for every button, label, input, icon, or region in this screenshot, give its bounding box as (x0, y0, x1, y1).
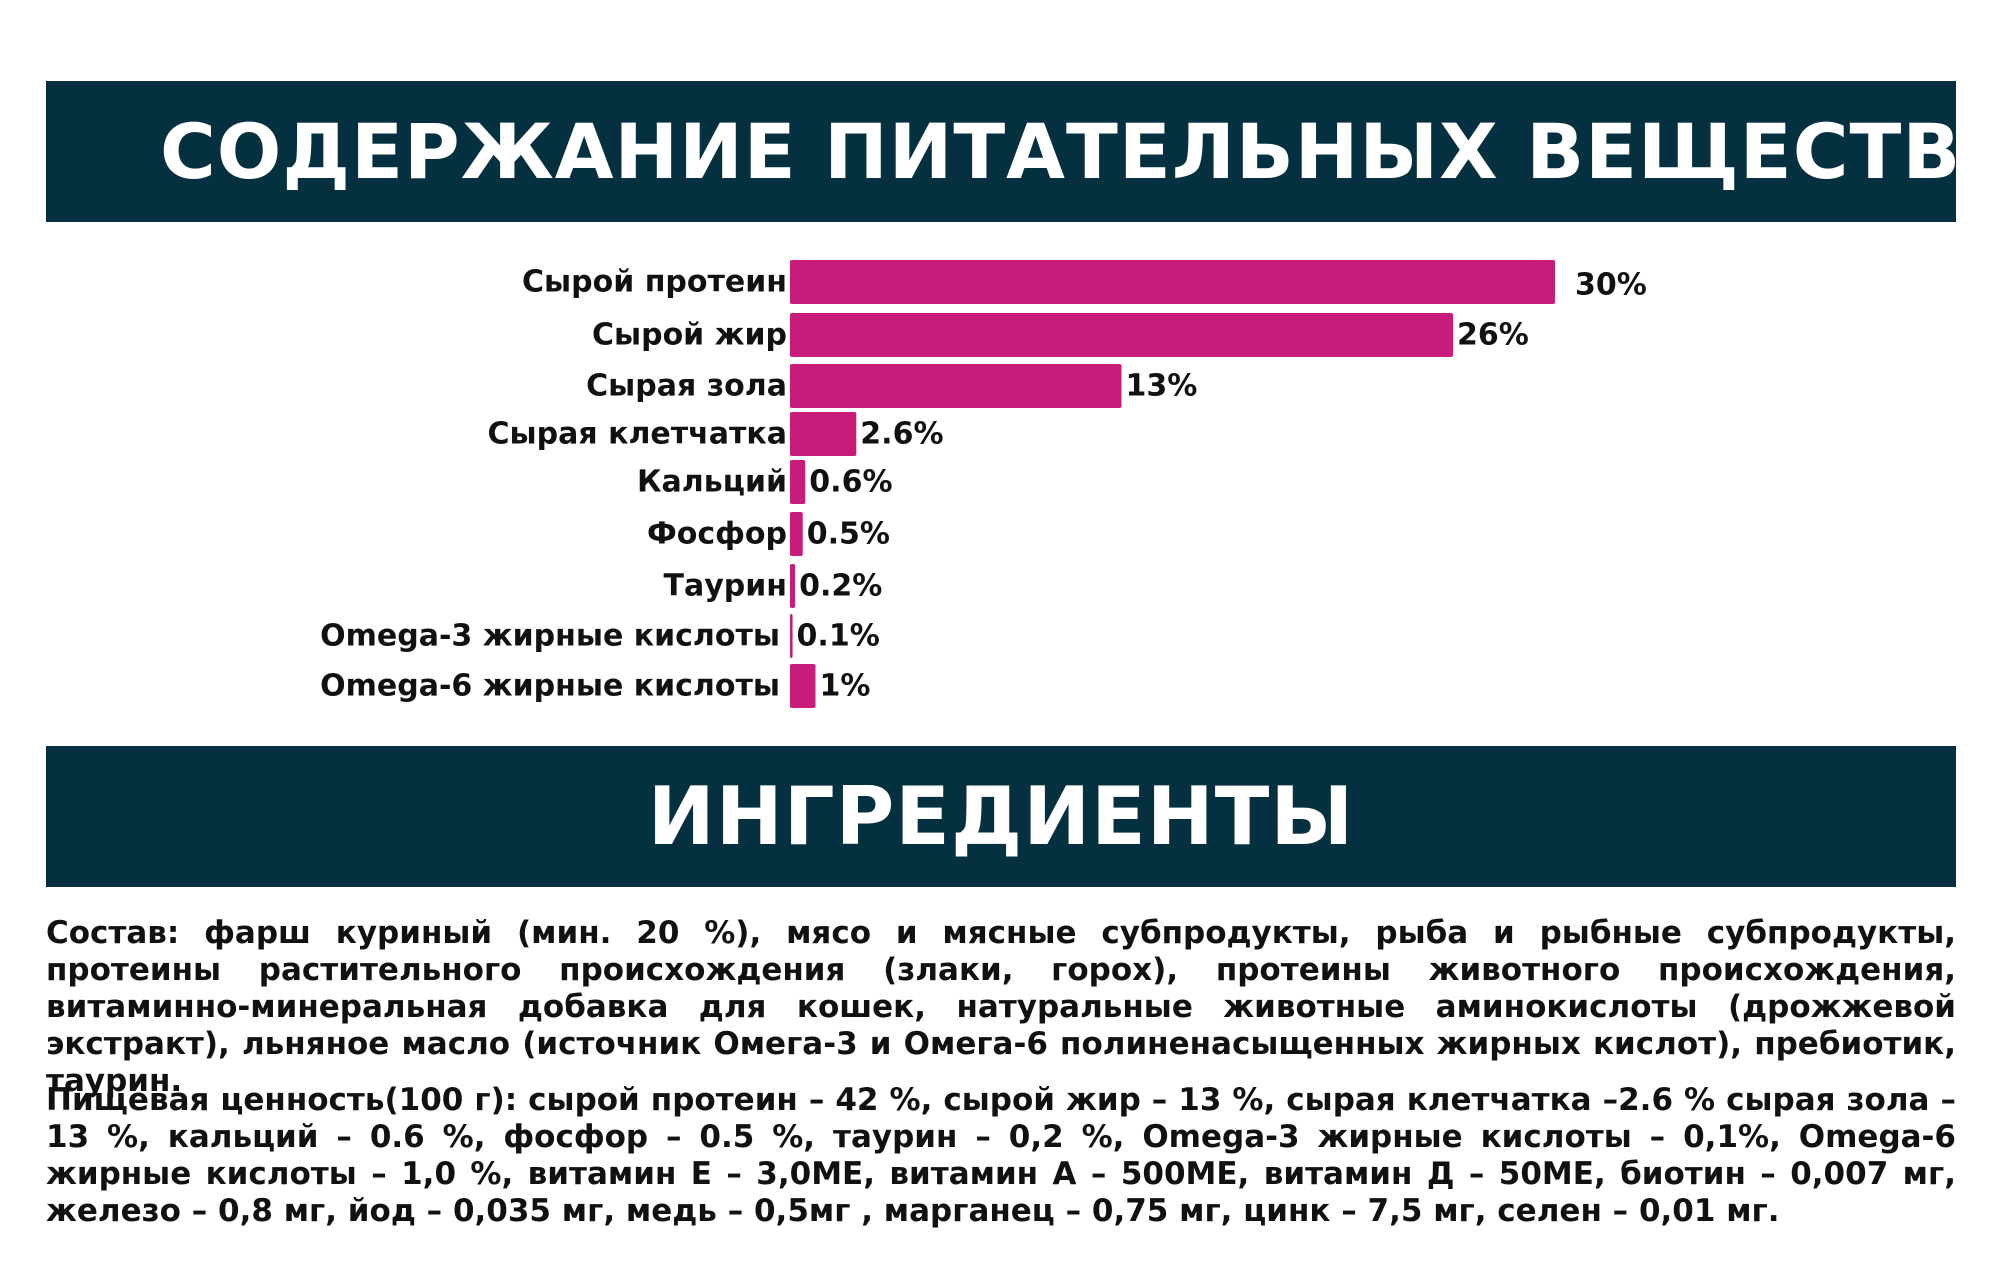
bar-фосфор (790, 512, 803, 556)
value-label: 0.2% (799, 569, 882, 604)
category-label: Таурин (664, 569, 788, 604)
bar-сырая-клетчатка (790, 412, 857, 456)
category-label: Сырая зола (586, 369, 787, 404)
category-label: Кальций (637, 465, 787, 500)
category-label: Сырая клетчатка (488, 417, 787, 452)
value-label: 2.6% (860, 417, 943, 452)
bar-omega-3-жирные-кислоты (790, 614, 793, 658)
value-label: 26% (1457, 318, 1529, 353)
category-label: Фосфор (647, 517, 787, 552)
category-label: Omega-6 жирные кислоты (320, 669, 780, 704)
bar-сырая-зола (790, 364, 1122, 408)
value-label: 0.6% (809, 465, 892, 500)
value-label: 0.5% (807, 517, 890, 552)
value-label: 1% (820, 669, 871, 704)
composition-text: Состав: фарш куриный (мин. 20 %), мясо и… (46, 915, 1956, 1099)
bar-omega-6-жирные-кислоты (790, 664, 816, 708)
value-label: 30% (1575, 268, 1647, 303)
bar-сырой-протеин (790, 260, 1555, 304)
category-label: Сырой протеин (522, 265, 787, 300)
category-label: Omega-3 жирные кислоты (320, 619, 780, 654)
bar-кальций (790, 460, 806, 504)
bar-сырой-жир (790, 313, 1453, 357)
value-label: 0.1% (797, 619, 880, 654)
nutrients-title: СОДЕРЖАНИЕ ПИТАТЕЛЬНЫХ ВЕЩЕСТВ (160, 107, 1962, 196)
nutrients-header: СОДЕРЖАНИЕ ПИТАТЕЛЬНЫХ ВЕЩЕСТВ (46, 81, 1960, 222)
ingredients-header: ИНГРЕДИЕНТЫ (46, 746, 1956, 887)
nutrition-text: Пищевая ценность(100 г): сырой протеин –… (46, 1082, 1956, 1229)
category-label: Сырой жир (592, 318, 787, 353)
ingredients-title: ИНГРЕДИЕНТЫ (647, 770, 1355, 863)
bar-таурин (790, 564, 796, 608)
value-label: 13% (1126, 369, 1198, 404)
nutrients-bar-chart: Сырой протеин 30% Сырой жир 26% Сырая зола 13… (320, 260, 1647, 708)
